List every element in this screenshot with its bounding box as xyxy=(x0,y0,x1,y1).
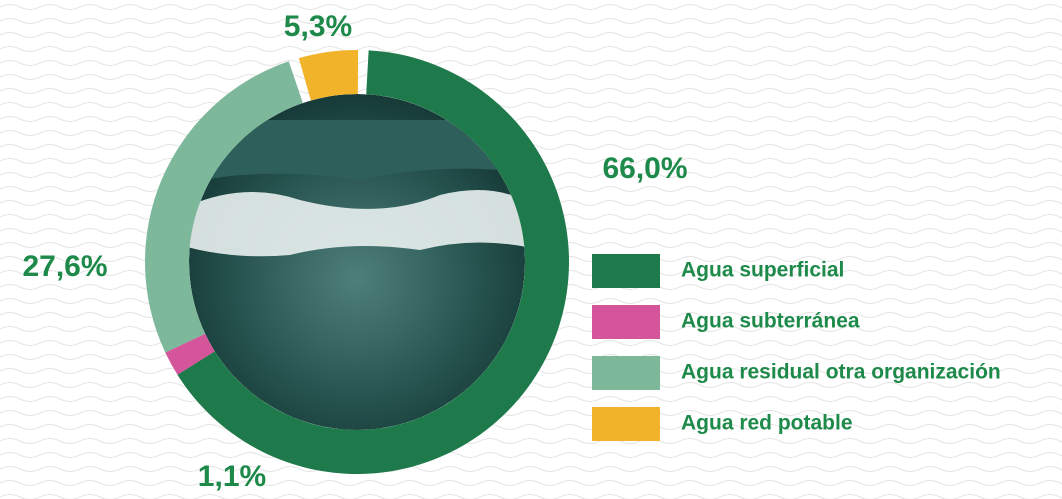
value-label: 27,6% xyxy=(22,250,107,283)
legend-swatch xyxy=(592,356,660,390)
legend-swatch xyxy=(592,407,660,441)
value-label: 66,0% xyxy=(602,152,687,185)
legend-label: Agua subterránea xyxy=(681,310,860,333)
chart: 66,0% 1,1% 27,6% 5,3% Agua superficial Agua … xyxy=(0,0,1062,499)
legend-swatch xyxy=(592,305,660,339)
legend-swatch xyxy=(592,254,660,288)
legend-label: Agua red potable xyxy=(681,412,853,435)
legend-label: Agua residual otra organización xyxy=(681,361,1001,384)
value-label: 1,1% xyxy=(198,460,266,493)
legend-label: Agua superficial xyxy=(681,259,844,282)
value-label: 5,3% xyxy=(284,10,352,43)
